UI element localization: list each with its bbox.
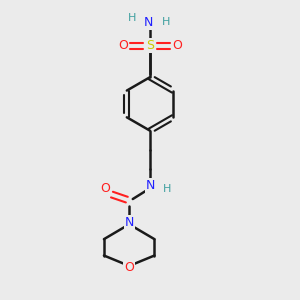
- Text: N: N: [144, 16, 153, 29]
- Text: O: O: [124, 261, 134, 274]
- Text: O: O: [172, 40, 182, 52]
- Text: N: N: [146, 179, 155, 192]
- Text: H: H: [163, 184, 171, 194]
- Text: S: S: [146, 40, 154, 52]
- Text: O: O: [100, 182, 110, 195]
- Text: H: H: [162, 17, 170, 27]
- Text: H: H: [128, 13, 136, 23]
- Text: O: O: [118, 40, 128, 52]
- Text: N: N: [124, 216, 134, 229]
